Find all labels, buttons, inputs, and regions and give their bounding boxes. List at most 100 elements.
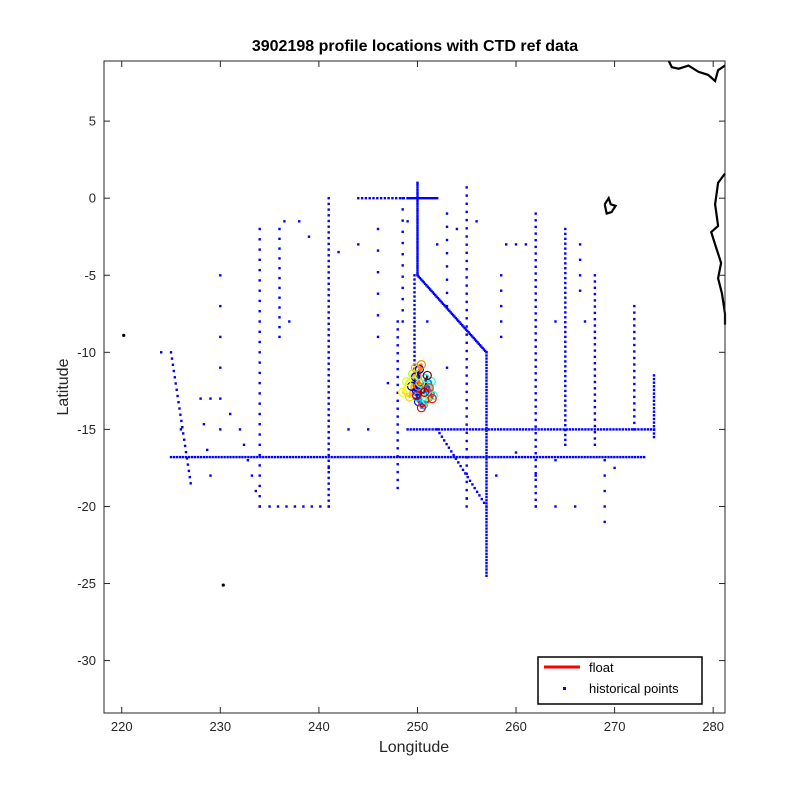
historical-point bbox=[258, 474, 261, 477]
historical-point bbox=[485, 382, 488, 385]
historical-point bbox=[465, 431, 468, 434]
historical-point bbox=[485, 502, 488, 505]
historical-point bbox=[357, 243, 360, 246]
historical-point bbox=[354, 455, 357, 459]
historical-point bbox=[455, 455, 458, 459]
historical-point bbox=[564, 316, 567, 319]
historical-point bbox=[327, 385, 330, 388]
historical-point bbox=[485, 433, 488, 436]
historical-point bbox=[465, 292, 468, 295]
y-tick-label: 0 bbox=[89, 191, 96, 206]
historical-point bbox=[574, 505, 577, 508]
historical-point bbox=[485, 373, 488, 376]
island-marker bbox=[221, 583, 225, 587]
historical-point bbox=[454, 316, 457, 320]
historical-point bbox=[410, 455, 414, 459]
historical-point bbox=[488, 455, 491, 459]
historical-point bbox=[564, 404, 567, 407]
historical-point bbox=[409, 428, 412, 431]
historical-point bbox=[351, 455, 354, 459]
historical-point bbox=[383, 197, 387, 200]
historical-point bbox=[419, 455, 423, 459]
historical-point bbox=[475, 428, 478, 431]
historical-point bbox=[587, 428, 590, 431]
historical-point bbox=[413, 295, 416, 298]
historical-point bbox=[586, 455, 589, 459]
historical-point bbox=[606, 428, 609, 431]
historical-point bbox=[485, 445, 488, 448]
historical-point bbox=[327, 493, 330, 497]
historical-point bbox=[628, 455, 631, 459]
historical-point bbox=[446, 455, 449, 459]
historical-point bbox=[461, 455, 464, 459]
historical-point bbox=[564, 252, 567, 255]
historical-point bbox=[627, 428, 631, 431]
historical-point bbox=[445, 212, 449, 215]
historical-point bbox=[607, 455, 610, 459]
historical-point bbox=[565, 455, 568, 459]
historical-point bbox=[506, 428, 509, 431]
historical-point bbox=[493, 428, 497, 431]
historical-point bbox=[327, 259, 330, 263]
historical-point bbox=[603, 474, 606, 477]
historical-point bbox=[258, 299, 261, 303]
historical-point bbox=[327, 448, 330, 451]
historical-point bbox=[500, 289, 503, 292]
historical-point bbox=[618, 428, 621, 431]
historical-point bbox=[318, 455, 321, 459]
historical-point bbox=[430, 197, 433, 200]
historical-point bbox=[376, 271, 380, 274]
historical-point bbox=[546, 428, 550, 431]
historical-point bbox=[174, 382, 177, 385]
historical-point bbox=[652, 385, 656, 388]
historical-point bbox=[445, 265, 449, 268]
historical-point bbox=[413, 303, 416, 307]
historical-point bbox=[518, 428, 522, 431]
historical-point bbox=[564, 267, 567, 270]
historical-point bbox=[652, 388, 656, 392]
historical-point bbox=[258, 505, 261, 508]
historical-point bbox=[413, 278, 416, 281]
historical-point bbox=[568, 455, 571, 459]
historical-point bbox=[537, 428, 540, 431]
historical-point bbox=[543, 428, 547, 431]
historical-point bbox=[327, 459, 330, 462]
legend-historical-swatch bbox=[563, 687, 566, 690]
historical-point bbox=[258, 453, 261, 457]
historical-point bbox=[348, 455, 351, 459]
historical-point bbox=[178, 455, 182, 459]
historical-point bbox=[485, 363, 488, 367]
historical-point bbox=[428, 197, 431, 200]
historical-point bbox=[603, 520, 606, 524]
historical-point bbox=[413, 363, 416, 366]
historical-point bbox=[564, 271, 567, 275]
historical-point bbox=[496, 428, 500, 431]
historical-point bbox=[398, 197, 402, 200]
historical-point bbox=[327, 282, 330, 285]
historical-point bbox=[652, 410, 656, 413]
historical-point bbox=[471, 428, 475, 431]
y-tick-label: -10 bbox=[77, 345, 96, 360]
historical-point bbox=[416, 243, 419, 246]
historical-point bbox=[214, 455, 217, 459]
historical-point bbox=[640, 428, 643, 431]
historical-point bbox=[416, 250, 419, 253]
historical-point bbox=[485, 414, 488, 417]
historical-point bbox=[327, 254, 330, 257]
historical-point bbox=[416, 231, 419, 234]
historical-point bbox=[593, 418, 597, 421]
historical-point bbox=[602, 428, 606, 431]
historical-point bbox=[278, 267, 281, 270]
historical-point bbox=[438, 298, 441, 301]
historical-point bbox=[652, 406, 656, 410]
historical-point bbox=[485, 492, 488, 496]
historical-point bbox=[422, 197, 425, 200]
historical-point bbox=[327, 379, 330, 383]
historical-point bbox=[485, 360, 488, 363]
historical-point bbox=[327, 328, 330, 331]
historical-point bbox=[593, 280, 597, 283]
historical-point bbox=[590, 428, 593, 431]
historical-point bbox=[416, 264, 419, 267]
historical-point bbox=[413, 342, 416, 345]
historical-point bbox=[613, 455, 616, 459]
